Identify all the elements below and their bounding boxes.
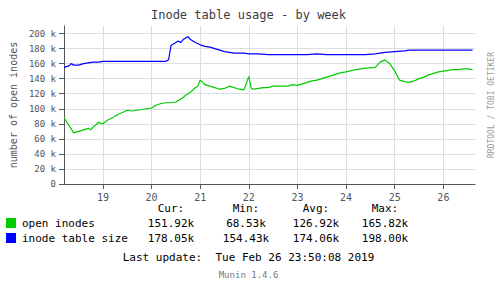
- svg-text:20 k: 20 k: [34, 164, 56, 174]
- svg-text:165.82k: 165.82k: [362, 217, 409, 230]
- svg-text:151.92k: 151.92k: [148, 217, 195, 230]
- svg-text:140 k: 140 k: [29, 74, 57, 84]
- svg-text:154.43k: 154.43k: [223, 232, 270, 245]
- svg-text:0: 0: [51, 179, 56, 189]
- svg-text:inode table size: inode table size: [22, 232, 128, 245]
- svg-text:68.53k: 68.53k: [226, 217, 266, 230]
- svg-text:Min:: Min:: [233, 202, 260, 215]
- svg-text:178.05k: 178.05k: [148, 232, 195, 245]
- svg-text:80 k: 80 k: [34, 119, 56, 129]
- svg-text:126.92k: 126.92k: [293, 217, 340, 230]
- svg-text:120 k: 120 k: [29, 89, 57, 99]
- svg-text:RRDTOOL / TOBI OETIKER: RRDTOOL / TOBI OETIKER: [487, 52, 496, 158]
- svg-text:number of open inodes: number of open inodes: [8, 42, 19, 168]
- svg-text:23: 23: [291, 192, 303, 203]
- svg-text:Last update: Tue Feb 26 23:50: Last update: Tue Feb 26 23:50:08 2019: [123, 251, 375, 264]
- svg-text:19: 19: [97, 192, 109, 203]
- svg-text:40 k: 40 k: [34, 149, 56, 159]
- svg-text:60 k: 60 k: [34, 134, 56, 144]
- svg-text:26: 26: [437, 192, 449, 203]
- svg-text:160 k: 160 k: [29, 59, 57, 69]
- svg-text:180 k: 180 k: [29, 44, 57, 54]
- svg-text:25: 25: [389, 192, 401, 203]
- svg-text:174.06k: 174.06k: [293, 232, 340, 245]
- svg-text:Munin 1.4.6: Munin 1.4.6: [219, 270, 279, 280]
- svg-text:open inodes: open inodes: [22, 217, 95, 230]
- svg-text:200 k: 200 k: [29, 29, 57, 39]
- svg-text:Avg:: Avg:: [303, 202, 330, 215]
- svg-text:21: 21: [194, 192, 206, 203]
- svg-text:Cur:: Cur:: [158, 202, 185, 215]
- svg-text:Max:: Max:: [372, 202, 399, 215]
- svg-text:Inode table usage - by week: Inode table usage - by week: [151, 8, 347, 22]
- svg-text:24: 24: [340, 192, 352, 203]
- svg-text:100 k: 100 k: [29, 104, 57, 114]
- svg-text:20: 20: [146, 192, 158, 203]
- svg-text:198.00k: 198.00k: [362, 232, 409, 245]
- svg-text:22: 22: [243, 192, 255, 203]
